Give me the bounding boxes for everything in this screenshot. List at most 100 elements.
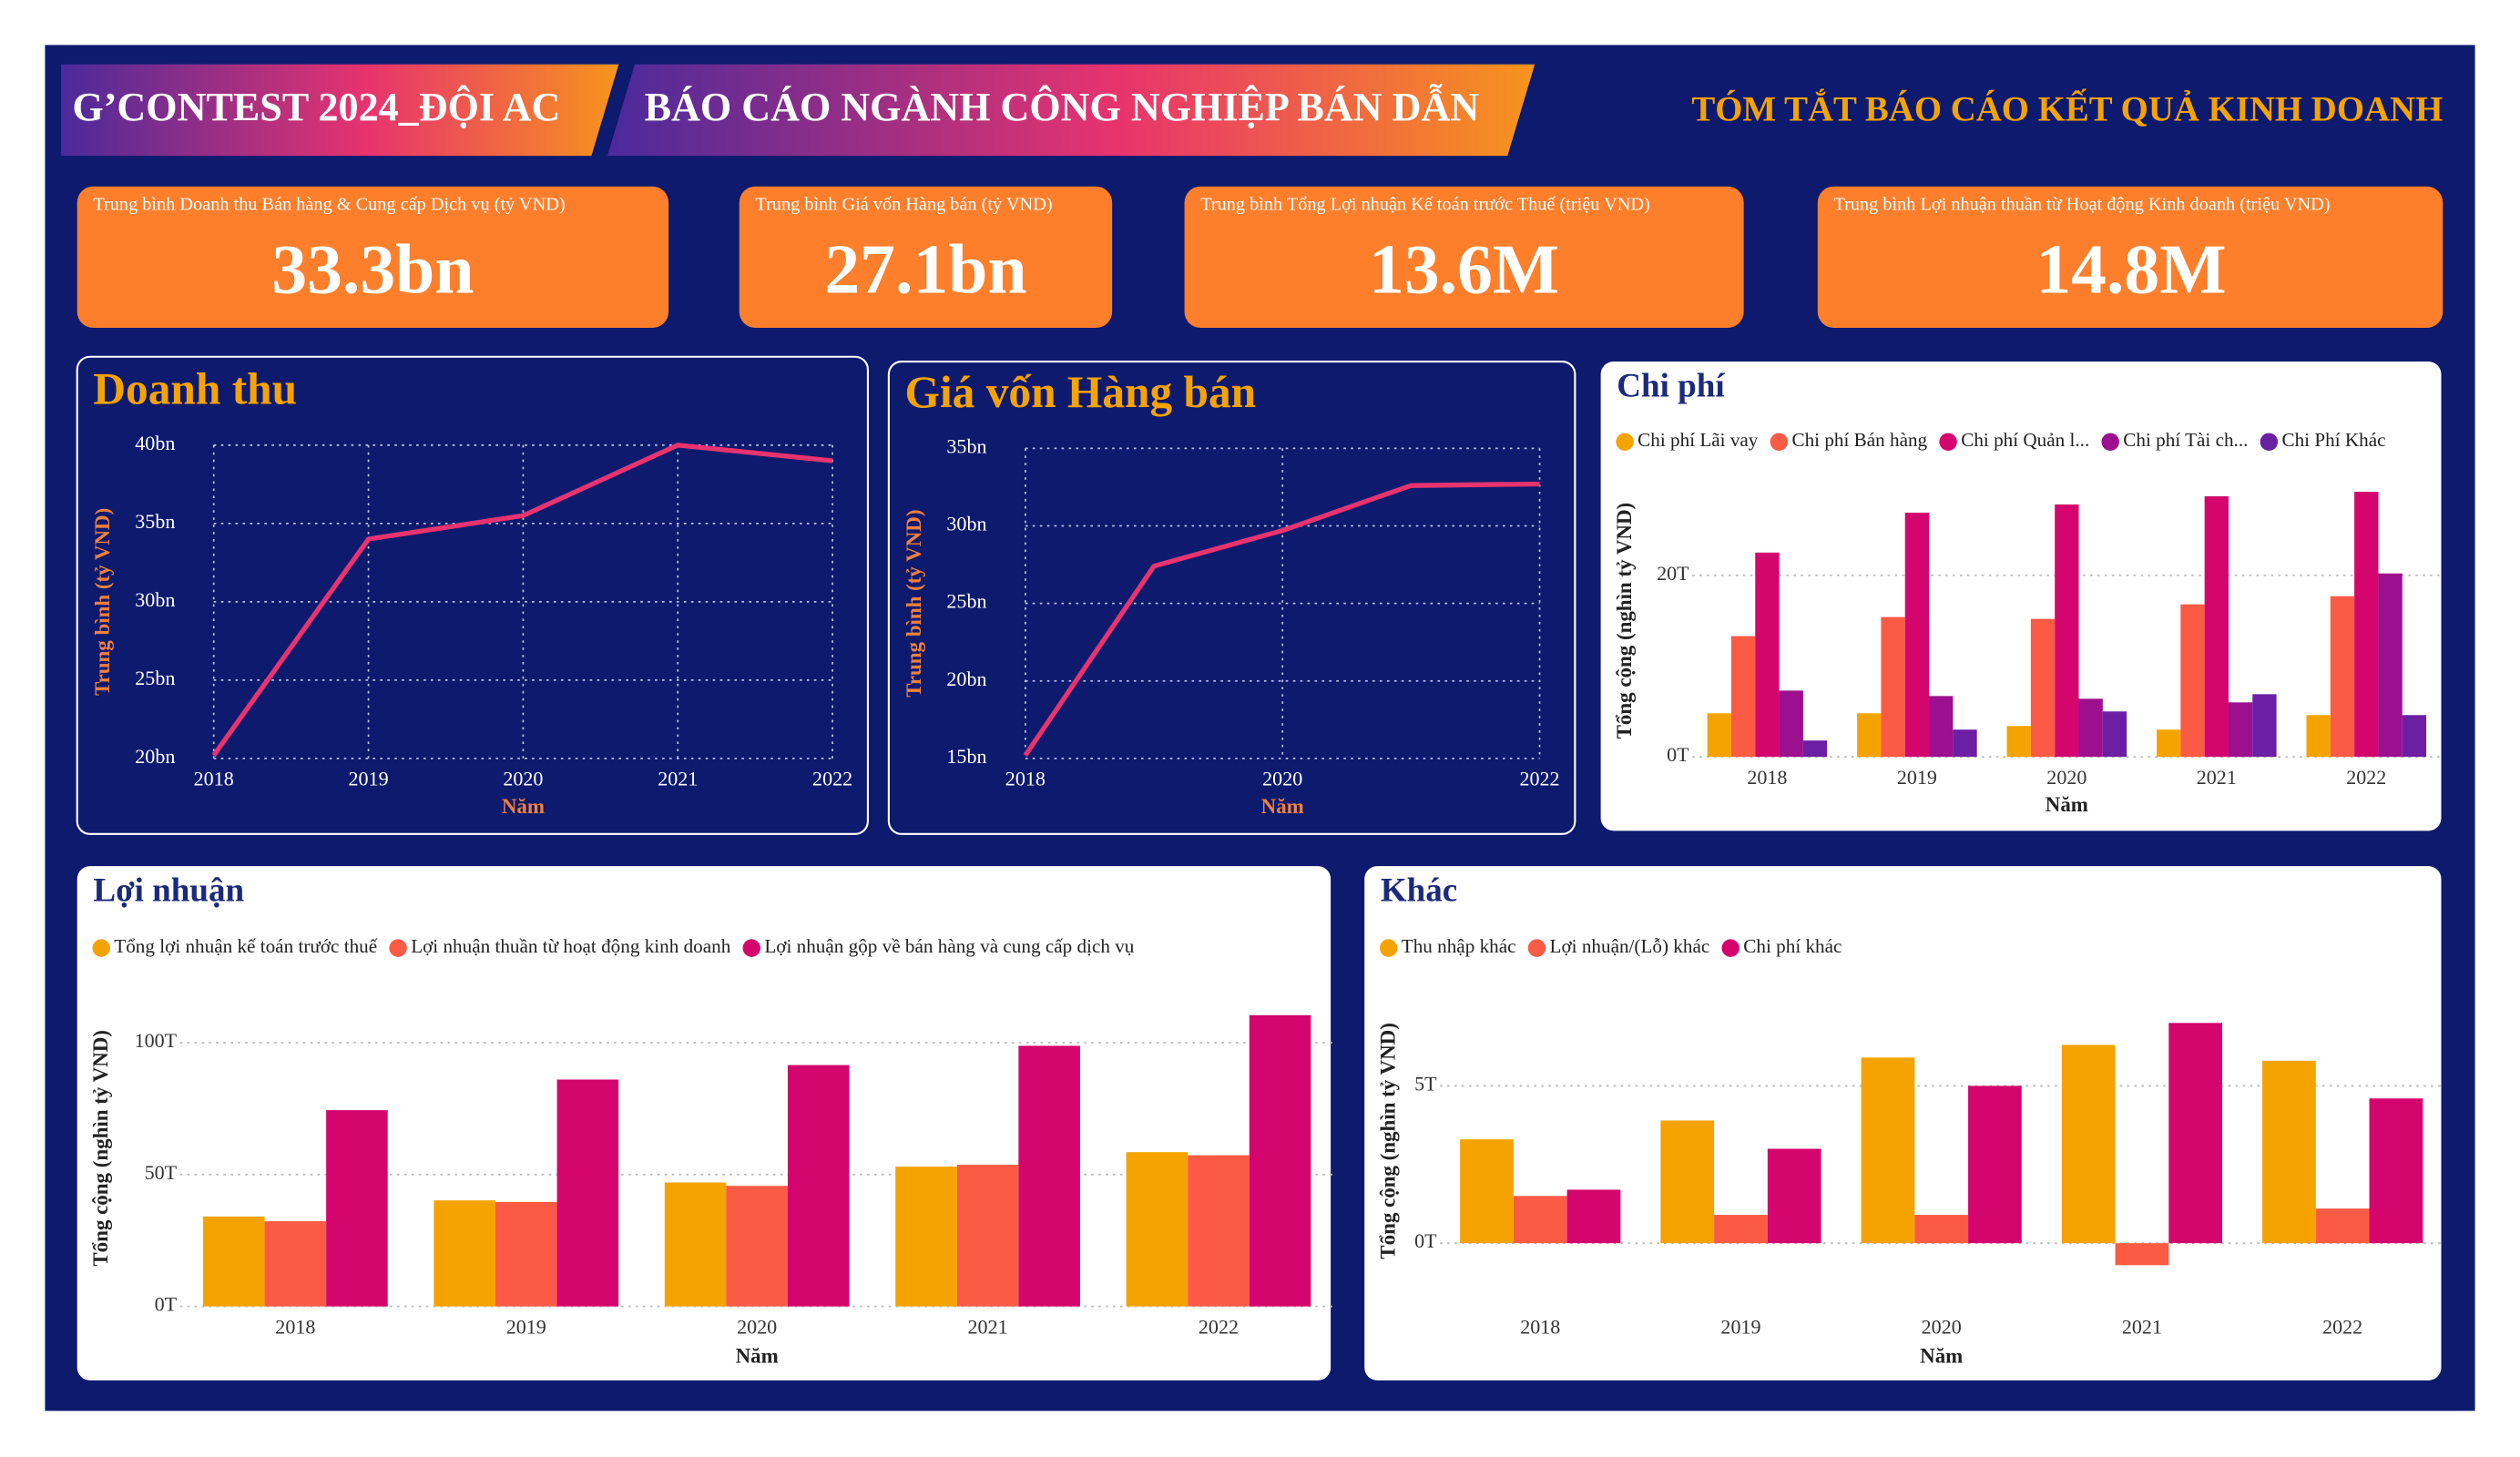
x-tick-label: 2018 (1747, 766, 1787, 789)
x-tick-label: 2020 (1262, 768, 1302, 790)
y-tick-label: 15bn (946, 745, 986, 768)
bar (2262, 1060, 2316, 1244)
y-tick-label: 20bn (946, 667, 986, 690)
legend-marker (1939, 433, 1957, 451)
bar (1566, 1189, 1621, 1244)
chart-card (76, 355, 869, 835)
x-tick-label: 2018 (1005, 768, 1046, 790)
y-tick-label: 100T (135, 1029, 178, 1052)
kpi-card (1184, 186, 1744, 328)
x-tick-label: 2022 (1199, 1315, 1239, 1338)
x-tick-label: 2020 (2046, 766, 2086, 789)
x-axis-label: Năm (736, 1344, 779, 1367)
y-tick-label: 25bn (946, 590, 986, 613)
y-tick-label: 30bn (135, 588, 175, 611)
legend-marker (2260, 433, 2279, 451)
x-tick-label: 2021 (658, 768, 698, 790)
bar (264, 1221, 327, 1307)
bar (1767, 1148, 1821, 1244)
x-axis-label: Năm (1261, 795, 1304, 818)
bar (2157, 729, 2181, 758)
x-tick-label: 2018 (1520, 1315, 1560, 1338)
x-tick-label: 2022 (2322, 1315, 2362, 1338)
x-tick-label: 2019 (1720, 1315, 1760, 1338)
x-tick-label: 2019 (349, 768, 389, 790)
bar (2061, 1044, 2116, 1244)
y-tick-label: 0T (1414, 1229, 1437, 1252)
bar (956, 1165, 1019, 1307)
chart-title: Chi phí (1617, 368, 1725, 405)
bar (1714, 1215, 1768, 1244)
chart-title: Doanh thu (93, 364, 297, 414)
y-axis-label: Trung bình (tỷ VND) (91, 508, 114, 696)
bar (2378, 573, 2403, 758)
kpi-value: 13.6M (1369, 229, 1559, 308)
x-tick-label: 2022 (2346, 766, 2386, 789)
x-tick-label: 2021 (2122, 1315, 2162, 1338)
center-title: BÁO CÁO NGÀNH CÔNG NGHIỆP BÁN DẪN (645, 84, 1480, 129)
bar (1914, 1215, 1969, 1244)
chart-title: Giá vốn Hàng bán (905, 367, 1257, 417)
bar (1953, 729, 1977, 758)
bar (1018, 1045, 1080, 1307)
legend-marker (389, 939, 407, 957)
legend-marker (92, 939, 110, 957)
x-tick-label: 2021 (968, 1315, 1008, 1338)
left-title: G’CONTEST 2024_ĐỘI AC (72, 85, 560, 129)
bar (2030, 618, 2056, 758)
bar (895, 1167, 957, 1307)
banner (607, 64, 1535, 157)
y-tick-label: 20bn (135, 745, 175, 768)
y-tick-label: 35bn (946, 434, 986, 457)
kpi-card (1817, 186, 2443, 328)
bar (1188, 1155, 1250, 1307)
bar (2078, 698, 2103, 758)
x-tick-label: 2022 (812, 768, 852, 790)
kpi-card (739, 186, 1113, 328)
legend-label: Tổng lợi nhuận kế toán trước thuế (114, 935, 377, 957)
y-tick-label: 0T (155, 1293, 178, 1316)
bar (2369, 1098, 2423, 1244)
bar (2228, 702, 2253, 758)
kpi-value: 27.1bn (824, 229, 1026, 308)
bar (2102, 711, 2127, 758)
y-tick-label: 0T (1667, 743, 1689, 766)
bar (1460, 1139, 1514, 1244)
bar (2315, 1208, 2370, 1244)
bar (1126, 1152, 1189, 1307)
x-tick-label: 2019 (506, 1315, 546, 1338)
bar (1779, 690, 1803, 758)
bar (2354, 492, 2379, 758)
kpi-label: Trung bình Lợi nhuận thuần từ Hoạt động … (1833, 195, 2330, 215)
bar (2330, 596, 2355, 758)
bar (495, 1201, 557, 1307)
bar (1968, 1085, 2022, 1244)
kpi-label: Trung bình Tổng Lợi nhuận Kế toán trước … (1200, 195, 1650, 215)
bar (787, 1065, 850, 1307)
legend-label: Lợi nhuận thuần từ hoạt động kinh doanh (411, 935, 731, 957)
legend-label: Chi Phí Khác (2281, 429, 2385, 451)
bar (1929, 696, 1954, 758)
bar (1861, 1057, 1915, 1244)
x-axis-label: Năm (2046, 793, 2088, 816)
y-tick-label: 25bn (135, 667, 175, 689)
x-tick-label: 2020 (1922, 1315, 1962, 1338)
x-tick-label: 2020 (737, 1315, 777, 1338)
legend-label: Lợi nhuận gộp về bán hàng và cung cấp dị… (764, 935, 1134, 957)
legend-label: Chi phí Bán hàng (1791, 429, 1927, 451)
bar (1249, 1014, 1311, 1307)
bar (2402, 715, 2427, 758)
legend-label: Chi phí Quản l... (1961, 429, 2089, 451)
banner (61, 64, 619, 157)
chart-title: Khác (1381, 872, 1457, 910)
chart-card (887, 360, 1576, 835)
bar (2180, 604, 2205, 758)
y-axis-label: Tổng cộng (nghìn tỷ VND) (1377, 1023, 1400, 1259)
x-axis-label: Năm (502, 795, 545, 818)
bar (2006, 726, 2031, 758)
right-title: TÓM TẮT BÁO CÁO KẾT QUẢ KINH DOANH (1691, 89, 2443, 128)
kpi-value: 33.3bn (271, 229, 474, 308)
x-tick-label: 2021 (2197, 766, 2237, 789)
bar (2204, 496, 2229, 758)
bar (1730, 636, 1756, 758)
